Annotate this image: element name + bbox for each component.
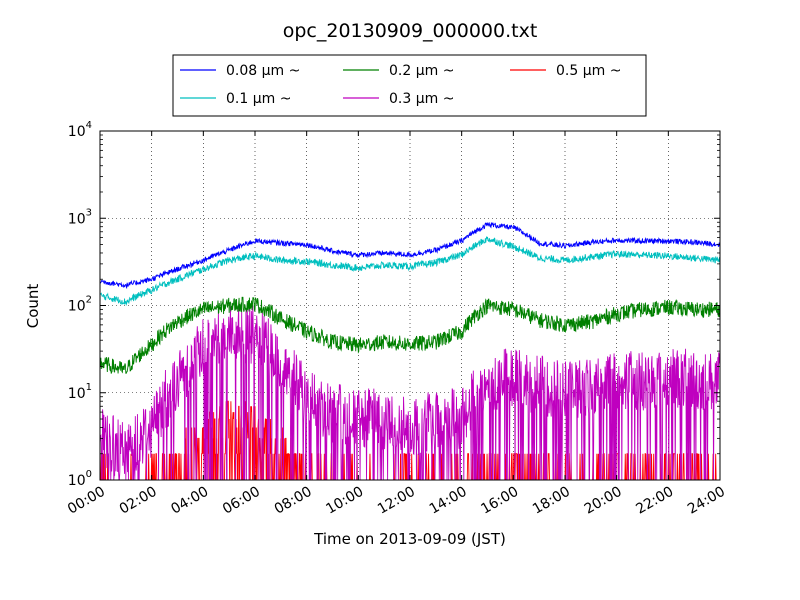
y-axis-label: Count (24, 284, 42, 329)
y-tick-label: 100 (68, 469, 92, 489)
x-tick-label: 18:00 (530, 484, 573, 518)
legend-label: 0.08 μm ~ (226, 63, 300, 79)
y-tick-label: 103 (68, 207, 92, 227)
series-line (99, 221, 721, 290)
x-tick-label: 14:00 (427, 484, 470, 518)
x-tick-label: 22:00 (633, 484, 676, 518)
legend-label: 0.5 μm ~ (556, 63, 621, 79)
x-tick-label: 16:00 (478, 484, 521, 518)
x-tick-label: 24:00 (685, 484, 728, 518)
series-line (99, 236, 721, 307)
x-tick-label: 12:00 (375, 484, 418, 518)
x-tick-labels: 00:00 02:00 04:00 06:00 08:00 10:00 12:00 14:00… (65, 484, 728, 518)
legend-label: 0.3 μm ~ (389, 91, 454, 107)
x-tick-label: 02:00 (117, 484, 160, 518)
series-line (99, 296, 721, 374)
legend: 0.08 μm ~ 0.1 μm ~ 0.2 μm ~ 0.3 μm ~ 0.5 μm … (172, 54, 647, 117)
legend-box (172, 54, 647, 117)
y-tick-labels: 100 101 102 103 104 (68, 120, 92, 489)
chart-title: opc_20130909_000000.txt (283, 20, 538, 42)
y-tick-label: 102 (68, 295, 92, 315)
y-tick-label: 104 (68, 120, 92, 140)
x-tick-label: 10:00 (323, 484, 366, 518)
legend-label: 0.1 μm ~ (226, 91, 291, 107)
series-line (99, 304, 721, 481)
plot-area (99, 130, 721, 481)
x-tick-label: 20:00 (582, 484, 625, 518)
x-axis-label: Time on 2013-09-09 (JST) (313, 530, 506, 548)
x-tick-label: 08:00 (272, 484, 315, 518)
y-tick-label: 101 (68, 382, 92, 402)
ticks (99, 130, 721, 481)
legend-label: 0.2 μm ~ (389, 63, 454, 79)
x-tick-label: 06:00 (220, 484, 263, 518)
x-tick-label: 04:00 (168, 484, 211, 518)
